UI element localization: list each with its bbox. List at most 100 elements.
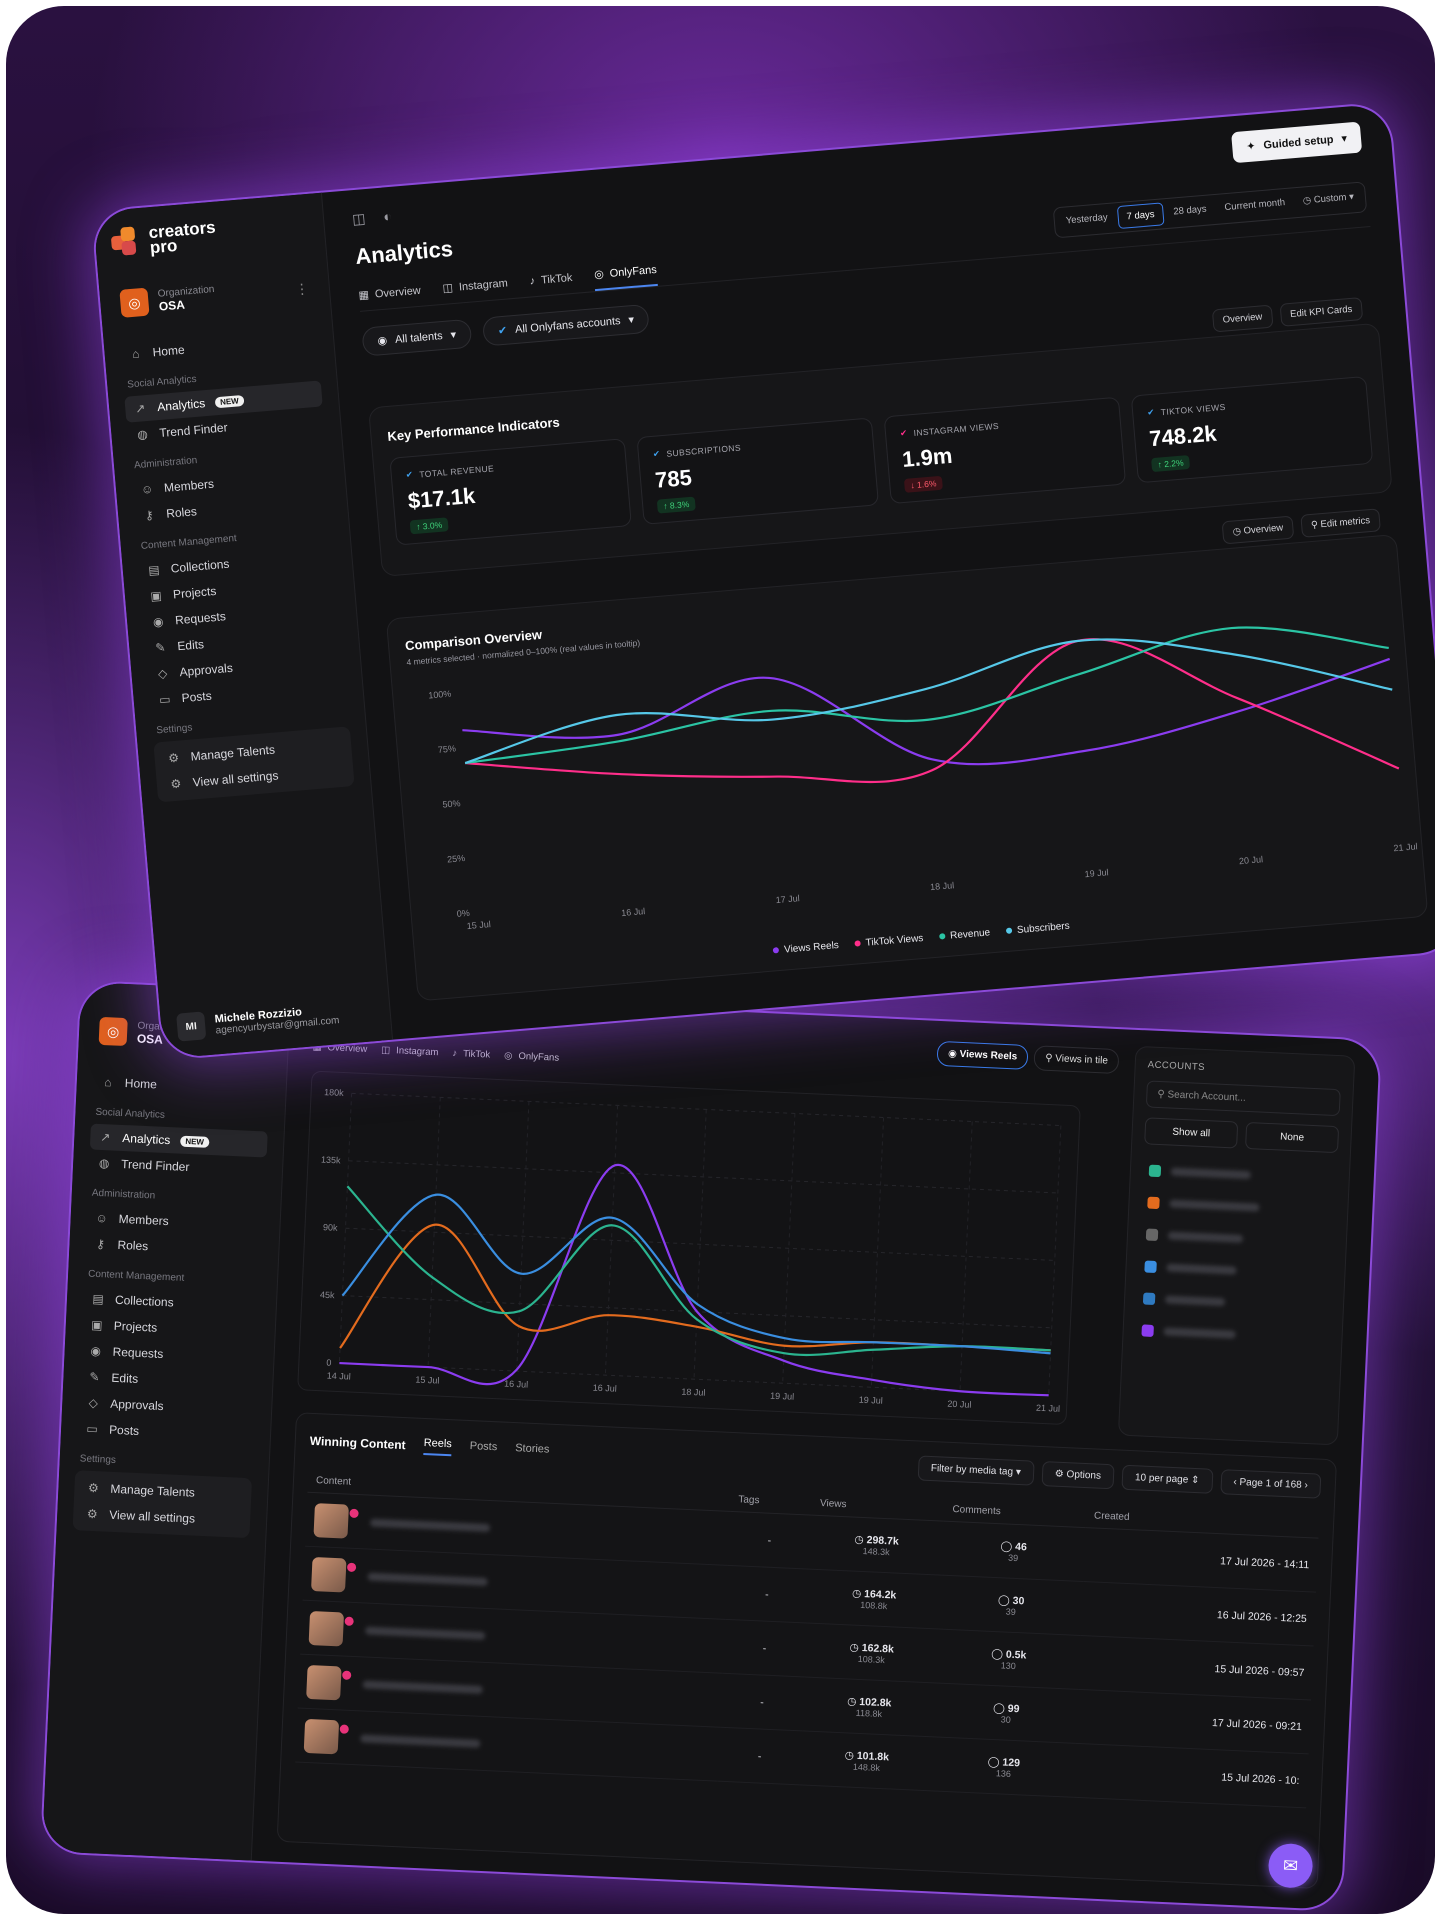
- user-menu[interactable]: MI Michele Rozzizio agencyurbystar@gmail…: [176, 1000, 340, 1042]
- users-icon: ☺: [140, 481, 154, 497]
- sidebar-toggle-icon[interactable]: ◫: [351, 209, 367, 227]
- account-row[interactable]: [1140, 1228, 1334, 1249]
- media-tag-filter[interactable]: Filter by media tag ▾: [917, 1455, 1035, 1486]
- kpi-change-badge: ↑ 2.2%: [1151, 455, 1191, 473]
- account-row[interactable]: [1138, 1260, 1332, 1281]
- gridline: [693, 1109, 707, 1380]
- winning-title: Winning Content: [309, 1433, 406, 1452]
- range-custom[interactable]: ◷ Custom ▾: [1302, 191, 1355, 207]
- x-tick-label: 19 Jul: [770, 1391, 794, 1402]
- tab-onlyfans[interactable]: ◎ OnlyFans: [593, 262, 659, 292]
- tab-onlyfans[interactable]: ◎ OnlyFans: [503, 1050, 559, 1071]
- brand-logo[interactable]: creators pro: [110, 212, 309, 258]
- kpi-overview-button[interactable]: Overview: [1211, 304, 1274, 333]
- kpi-label-text: TikTok Views: [1160, 401, 1227, 417]
- checkbox[interactable]: [1141, 1324, 1154, 1337]
- sidebar-item-label: Collections: [170, 556, 230, 576]
- tab-overview[interactable]: ▦ Overview: [358, 283, 422, 311]
- onlyfans-icon: ◎: [503, 1050, 513, 1062]
- tab-posts[interactable]: Posts: [469, 1439, 498, 1453]
- y-tick-label: 0: [326, 1357, 331, 1367]
- kpi-label-text: Total Revenue: [418, 462, 495, 479]
- pagination[interactable]: ‹ Page 1 of 168 ›: [1219, 1469, 1322, 1499]
- legend-item[interactable]: Subscribers: [1005, 921, 1070, 937]
- views-cell: ◷ 298.7k 148.3k: [809, 1515, 944, 1576]
- account-row[interactable]: [1141, 1196, 1335, 1217]
- views-tile-button[interactable]: ⚲ Views in tile: [1033, 1045, 1120, 1075]
- tags-cell: -: [724, 1565, 810, 1624]
- range-yesterday[interactable]: Yesterday: [1065, 211, 1109, 227]
- new-badge: NEW: [214, 394, 245, 408]
- range-current-month[interactable]: Current month: [1224, 197, 1286, 214]
- sidebar-item-label: Projects: [113, 1318, 158, 1335]
- chevron-down-icon: ▾: [450, 328, 457, 342]
- guided-setup-button[interactable]: ✦ Guided setup ▾: [1231, 121, 1363, 164]
- sidebar-item-label: Requests: [174, 609, 227, 628]
- kpi-tile: ✔ Instagram Views 1.9m ↓ 1.6%: [883, 396, 1127, 505]
- sidebar-item-label: Edits: [111, 1370, 139, 1386]
- tab-tiktok[interactable]: ♪ TikTok: [452, 1048, 490, 1069]
- reel-thumbnail[interactable]: [306, 1664, 342, 1700]
- account-name-redacted: [1169, 1199, 1260, 1212]
- none-button[interactable]: None: [1245, 1121, 1340, 1154]
- range-7-days[interactable]: 7 days: [1116, 202, 1165, 230]
- options-button[interactable]: ⚙ Options: [1041, 1461, 1115, 1490]
- tags-cell: -: [717, 1727, 802, 1785]
- accounts-filter[interactable]: ✔ All Onlyfans accounts ▾: [481, 303, 651, 347]
- checkbox[interactable]: [1147, 1196, 1160, 1210]
- caption-redacted: [360, 1733, 481, 1748]
- legend-item[interactable]: TikTok Views: [854, 933, 924, 950]
- users-icon: ☺: [95, 1210, 109, 1226]
- org-switcher[interactable]: ◎ Organization OSA ⋮: [115, 266, 315, 326]
- x-tick-label: 20 Jul: [947, 1399, 971, 1410]
- y-tick-label: 0%: [456, 908, 470, 919]
- chevron-down-icon: ▾: [1340, 132, 1348, 146]
- check-icon: ✔: [899, 427, 908, 439]
- theme-toggle-icon[interactable]: ◐: [382, 207, 393, 225]
- edit-metrics-button[interactable]: ⚲ Edit metrics: [1300, 508, 1381, 538]
- tab-stories[interactable]: Stories: [514, 1441, 550, 1456]
- tab-instagram[interactable]: ◫ Instagram: [442, 275, 509, 303]
- tab-reels[interactable]: Reels: [423, 1436, 453, 1456]
- sidebar-item-label: Roles: [117, 1237, 149, 1254]
- x-tick-label: 21 Jul: [1393, 841, 1418, 853]
- kpi-tile: ✔ Subscriptions 785 ↑ 8.3%: [636, 417, 880, 525]
- winning-content-card: Winning Content Reels Posts Stories Filt…: [276, 1412, 1338, 1889]
- legend-item[interactable]: Views Reels: [772, 940, 839, 956]
- account-row[interactable]: [1137, 1292, 1331, 1313]
- checkbox[interactable]: [1148, 1164, 1162, 1178]
- show-all-button[interactable]: Show all: [1144, 1117, 1239, 1149]
- tab-instagram[interactable]: ◫ Instagram: [381, 1045, 439, 1067]
- sidebar-item-home[interactable]: ⌂ Home: [120, 326, 318, 368]
- accounts-title: ACCOUNTS: [1147, 1059, 1206, 1074]
- checkbox[interactable]: [1144, 1260, 1157, 1274]
- comparison-overview-button[interactable]: ◷ Overview: [1221, 515, 1295, 545]
- series-line: [346, 1185, 1051, 1357]
- account-name-redacted: [1167, 1231, 1244, 1243]
- sidebar-item-home[interactable]: ⌂ Home: [92, 1069, 270, 1103]
- range-28-days[interactable]: 28 days: [1172, 203, 1208, 218]
- per-page-select[interactable]: 10 per page ⇕: [1121, 1464, 1213, 1494]
- checkbox[interactable]: [1145, 1228, 1159, 1242]
- talents-filter[interactable]: ◉ All talents ▾: [361, 318, 473, 357]
- checkbox[interactable]: [1142, 1292, 1156, 1305]
- account-row[interactable]: [1143, 1164, 1337, 1185]
- reel-thumbnail[interactable]: [313, 1502, 349, 1539]
- reel-thumbnail[interactable]: [308, 1610, 345, 1646]
- y-tick-label: 100%: [428, 689, 452, 701]
- pen-icon: ✎: [89, 1369, 100, 1385]
- account-row[interactable]: [1135, 1324, 1329, 1345]
- sidebar-item-label: Collections: [114, 1292, 174, 1310]
- new-badge: NEW: [180, 1135, 210, 1148]
- account-search-input[interactable]: ⚲ Search Account...: [1145, 1080, 1341, 1117]
- edit-kpi-cards-button[interactable]: Edit KPI Cards: [1279, 297, 1364, 327]
- legend-item[interactable]: Revenue: [938, 927, 991, 942]
- view-reels-button[interactable]: ◉ Views Reels: [936, 1040, 1029, 1070]
- series-line: [339, 1164, 1049, 1397]
- reel-thumbnail[interactable]: [303, 1718, 340, 1754]
- check-icon: ✔: [652, 448, 661, 459]
- reel-thumbnail[interactable]: [311, 1556, 347, 1593]
- more-icon[interactable]: ⋮: [294, 279, 310, 297]
- talents-icon: ◉: [377, 334, 388, 348]
- tab-tiktok[interactable]: ♪ TikTok: [529, 270, 574, 297]
